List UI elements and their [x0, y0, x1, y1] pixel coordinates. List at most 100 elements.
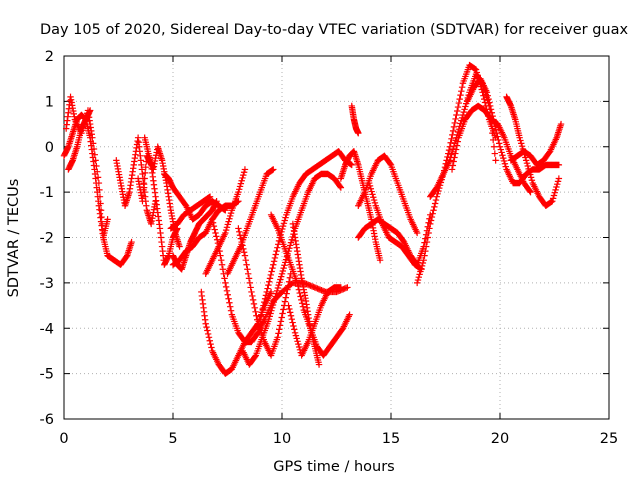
data-points [60, 61, 565, 377]
data-point [140, 186, 147, 194]
data-point [208, 344, 215, 351]
data-point [285, 282, 292, 289]
data-point [266, 275, 274, 282]
data-point [427, 220, 434, 228]
data-point [431, 200, 439, 207]
data-point [289, 319, 296, 326]
data-point [241, 252, 249, 259]
data-point [282, 214, 289, 221]
data-point [445, 146, 453, 154]
data-point [268, 307, 275, 314]
data-point [264, 285, 271, 292]
data-point [273, 287, 281, 295]
data-point [486, 102, 494, 110]
data-point [218, 261, 226, 268]
data-point [423, 238, 431, 246]
data-point [555, 175, 563, 182]
data-point [431, 203, 438, 211]
data-point [486, 99, 493, 106]
data-point [279, 222, 287, 230]
series-sat-o [235, 225, 294, 359]
data-point [453, 142, 461, 149]
data-point [526, 187, 533, 195]
data-point [292, 332, 300, 339]
data-point [430, 207, 437, 214]
chart-title: Day 105 of 2020, Sidereal Day-to-day VTE… [40, 22, 629, 38]
data-point [277, 276, 284, 283]
series-sat-ae [507, 120, 565, 169]
data-point [224, 221, 231, 228]
data-point [202, 320, 209, 327]
data-point [518, 140, 525, 147]
series-sat-ac [464, 75, 563, 187]
y-tick-label: -4 [40, 321, 54, 337]
data-point [449, 127, 457, 135]
data-point [238, 177, 245, 184]
data-point [458, 117, 465, 124]
data-point [517, 137, 524, 144]
data-point [209, 219, 217, 226]
x-tick-label: 10 [273, 431, 291, 447]
data-point [527, 188, 534, 196]
data-point [420, 256, 427, 264]
data-point [123, 253, 130, 260]
data-point [142, 169, 149, 177]
data-point [455, 99, 463, 107]
data-point [487, 106, 495, 113]
data-point [274, 334, 281, 341]
data-point [139, 192, 147, 199]
data-point [212, 229, 219, 237]
data-point [525, 165, 532, 173]
data-point [244, 266, 251, 273]
data-point [142, 163, 149, 171]
data-point [416, 271, 423, 278]
data-point [344, 284, 351, 291]
data-point [270, 298, 278, 306]
data-point [237, 235, 245, 242]
data-point [523, 159, 531, 167]
data-point [223, 287, 231, 295]
data-point [263, 288, 270, 296]
data-point [528, 177, 536, 184]
data-point [287, 312, 295, 319]
data-point [222, 283, 230, 291]
data-point [432, 196, 440, 204]
data-point [243, 261, 250, 268]
data-point [448, 151, 455, 158]
data-point [275, 281, 282, 289]
data-point [369, 191, 376, 198]
data-point [104, 216, 111, 223]
data-point [491, 150, 499, 157]
data-point [491, 119, 498, 127]
data-point [222, 279, 229, 287]
data-point [293, 335, 300, 342]
data-point [458, 87, 465, 95]
series-sat-d [113, 134, 159, 228]
data-point [366, 179, 373, 187]
x-tick-label: 5 [168, 431, 177, 447]
data-point [315, 361, 323, 368]
data-point [248, 288, 255, 296]
data-point [239, 174, 246, 182]
data-point [288, 315, 296, 323]
data-point [265, 281, 272, 289]
data-point [549, 195, 557, 202]
data-point [355, 129, 362, 137]
data-point [209, 216, 216, 223]
data-point [222, 226, 230, 234]
data-point [418, 262, 426, 270]
data-point [260, 302, 267, 309]
data-point [496, 143, 504, 150]
data-point [497, 146, 505, 153]
data-point [278, 314, 285, 321]
y-tick-label: 2 [45, 49, 54, 65]
data-point [239, 242, 246, 249]
data-point [236, 232, 244, 239]
data-point [262, 292, 270, 299]
data-point [452, 146, 460, 153]
data-point [425, 229, 432, 237]
data-point [518, 142, 526, 150]
data-point [279, 310, 286, 317]
data-point [370, 194, 377, 201]
data-point [448, 166, 456, 173]
